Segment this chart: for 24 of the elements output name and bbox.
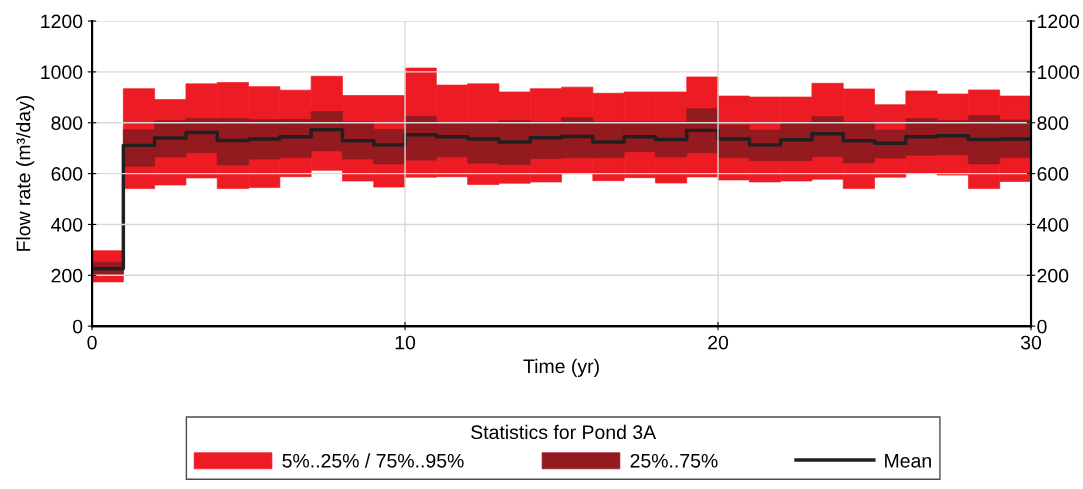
x-tick-label: 20 [708,335,729,350]
legend-label: 25%..75% [630,453,718,468]
y-tick-label: 400 [51,217,83,232]
y-axis-title: Flow rate (m³/day) [16,95,35,251]
legend-label: 5%..25% / 75%..95% [282,453,464,468]
y-tick-label: 600 [51,167,83,181]
x-tick-label: 0 [87,335,97,350]
x-tick-label: 10 [395,335,416,350]
y-tick-label: 800 [51,116,83,130]
y2-tick-label: 200 [1037,268,1069,283]
y2-tick-label: 400 [1037,217,1069,232]
legend-title: Statistics for Pond 3A [471,424,657,440]
y-tick-label: 0 [72,319,83,334]
y2-tick-label: 1000 [1038,65,1080,80]
y2-tick-label: 800 [1037,116,1069,130]
y-tick-label: 1200 [41,14,83,29]
y-tick-label: 1000 [41,65,83,80]
y2-tick-label: 0 [1037,319,1047,334]
x-tick-label: 30 [1020,335,1042,350]
y-tick-label: 200 [51,268,83,283]
y2-tick-label: 600 [1037,167,1069,181]
y2-tick-label: 1200 [1038,14,1080,29]
legend-label: Mean [885,454,931,468]
x-axis-title: Time (yr) [523,358,599,377]
